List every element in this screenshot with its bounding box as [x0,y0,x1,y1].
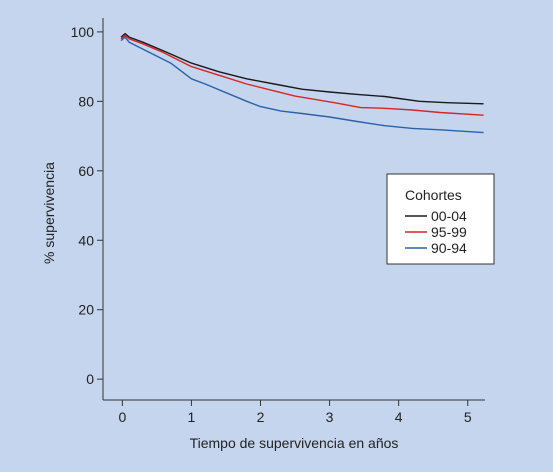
x-tick-label: 0 [118,409,126,425]
x-tick-label: 5 [464,409,472,425]
y-tick-label: 80 [78,93,94,109]
x-tick-label: 3 [326,409,334,425]
legend-title: Cohortes [405,187,462,203]
y-tick-label: 40 [78,232,94,248]
series-line-00-04 [120,32,484,105]
y-tick-label: 60 [78,163,94,179]
series-line-90-94 [120,36,484,134]
tick-labels: 0 20 40 60 80 100 0 1 2 3 4 5 [71,24,472,425]
y-tick-label: 0 [86,371,94,387]
legend-box [386,173,495,265]
series-lines [120,32,484,134]
series-line-95-99 [120,34,484,116]
legend-entry: 90-94 [431,240,467,256]
x-axis-title: Tiempo de supervivencia en años [190,435,399,451]
legend-entry: 00-04 [431,208,467,224]
x-tick-label: 4 [395,409,403,425]
axes [97,18,485,406]
y-tick-label: 100 [71,24,95,40]
y-tick-label: 20 [78,302,94,318]
x-tick-label: 1 [188,409,196,425]
legend-entry: 95-99 [431,224,467,240]
x-tick-label: 2 [257,409,265,425]
y-axis-title: % supervivencia [41,162,57,264]
